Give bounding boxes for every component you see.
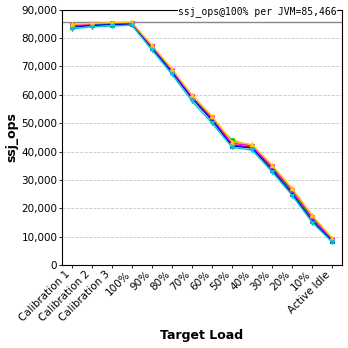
X-axis label: Target Load: Target Load: [160, 330, 244, 342]
Text: ssj_ops@100% per JVM=85,466: ssj_ops@100% per JVM=85,466: [178, 6, 337, 17]
Y-axis label: ssj_ops: ssj_ops: [6, 112, 18, 162]
